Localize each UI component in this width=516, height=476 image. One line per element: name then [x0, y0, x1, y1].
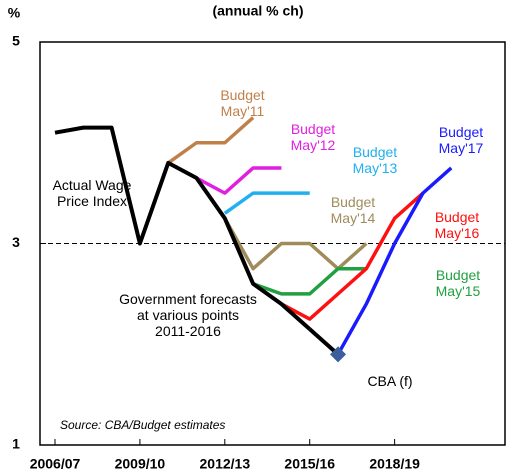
- series-line: [252, 266, 367, 296]
- series-label-box: CBA (f): [367, 373, 413, 389]
- source-note: Source: CBA/Budget estimates: [60, 418, 226, 432]
- series-line: [54, 125, 312, 331]
- source-note-box: Source: CBA/Budget estimates: [60, 418, 226, 432]
- series-line: [167, 116, 255, 165]
- series-label: CBA (f): [367, 373, 413, 389]
- annotation: Government forecasts at various points 2…: [119, 291, 257, 339]
- series-label-box: Actual Wage Price Index: [52, 177, 132, 209]
- series-line: [308, 327, 340, 356]
- series-label-box: Budget May'17: [438, 124, 484, 156]
- y-tick-label: 5: [12, 33, 20, 49]
- series-line: [336, 166, 453, 356]
- series-line: [223, 191, 310, 215]
- series-label-box: Budget May'11: [220, 87, 265, 119]
- series-label: Budget May'15: [435, 267, 481, 299]
- y-tick-label: 3: [12, 234, 20, 250]
- x-tick-label: 2012/13: [200, 456, 251, 472]
- series-label: Budget May'12: [290, 121, 336, 153]
- series-label: Budget May'17: [438, 124, 484, 156]
- series-line: [280, 191, 425, 321]
- series-label: Budget May'14: [330, 194, 376, 226]
- series-label: Budget May'11: [220, 87, 265, 119]
- series-line: [223, 217, 368, 271]
- series-label: Actual Wage Price Index: [52, 177, 132, 209]
- series-label-box: Budget May'16: [434, 209, 480, 241]
- y-unit: %: [8, 5, 21, 21]
- x-tick-label: 2015/16: [284, 456, 335, 472]
- series-label-box: Budget May'15: [435, 267, 481, 299]
- chart-title: (annual % ch): [212, 3, 303, 19]
- x-tick-label: 2018/19: [369, 456, 420, 472]
- series-label-box: Budget May'12: [290, 121, 336, 153]
- series-label: Budget May'16: [434, 209, 480, 241]
- diamond-marker: [330, 346, 347, 363]
- series-label: Budget May'13: [352, 144, 398, 176]
- series-line: [195, 166, 282, 195]
- x-tick-label: 2006/07: [30, 456, 81, 472]
- annotation-box: Government forecasts at various points 2…: [119, 291, 257, 339]
- x-tick-label: 2009/10: [115, 456, 166, 472]
- y-tick-label: 1: [12, 436, 20, 452]
- series-label-box: Budget May'14: [330, 194, 376, 226]
- series-label-box: Budget May'13: [352, 144, 398, 176]
